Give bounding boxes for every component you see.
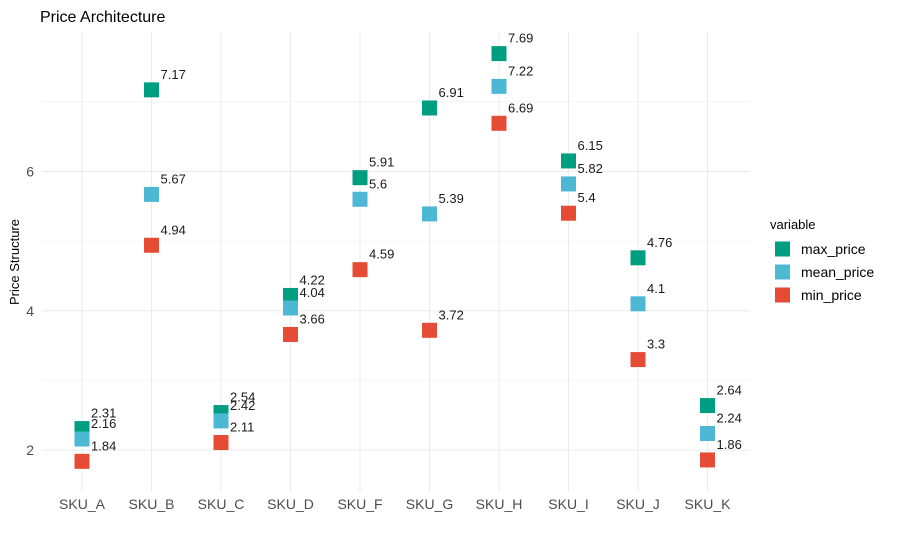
point-max_price <box>422 100 437 116</box>
point-min_price <box>630 352 646 368</box>
y-axis: 2 4 6 <box>26 163 34 458</box>
x-axis: SKU_A SKU_B SKU_C SKU_D SKU_F SKU_G SKU_H SKU_I… <box>59 496 731 512</box>
data-label-max_price: 6.15 <box>578 138 603 153</box>
data-label-min_price: 3.3 <box>647 337 665 352</box>
point-min_price <box>422 322 437 338</box>
data-label-max_price: 2.54 <box>230 390 255 405</box>
point-mean_price <box>491 78 507 94</box>
point-max_price <box>283 287 298 303</box>
x-tick-label: SKU_J <box>616 496 660 512</box>
y-axis-title: Price Structure <box>7 219 22 305</box>
point-min_price <box>700 452 715 468</box>
point-mean_price <box>422 206 437 222</box>
data-label-max_price: 2.64 <box>717 383 742 398</box>
data-label-min_price: 3.66 <box>300 311 325 326</box>
data-label-max_price: 7.17 <box>161 67 186 82</box>
point-min_price <box>561 205 576 221</box>
legend-label-min_price: min_price <box>801 287 862 303</box>
data-label-min_price: 5.4 <box>578 190 596 205</box>
y-tick-label: 4 <box>26 303 34 319</box>
point-mean_price <box>630 296 646 312</box>
data-points <box>74 46 715 469</box>
data-label-mean_price: 7.22 <box>508 63 533 78</box>
point-max_price <box>491 46 507 62</box>
data-label-min_price: 4.94 <box>161 222 186 237</box>
legend: variable max_price mean_price min_price <box>770 217 874 303</box>
point-mean_price <box>352 191 368 207</box>
data-label-max_price: 6.91 <box>439 85 464 100</box>
point-max_price <box>630 250 646 266</box>
legend-key-mean_price <box>775 264 790 280</box>
x-tick-label: SKU_H <box>476 496 523 512</box>
data-label-max_price: 4.22 <box>300 272 325 287</box>
point-min_price <box>144 237 159 253</box>
legend-label-mean_price: mean_price <box>801 264 874 280</box>
data-label-mean_price: 5.39 <box>439 191 464 206</box>
point-min_price <box>74 453 90 469</box>
data-label-max_price: 5.91 <box>369 155 394 170</box>
data-label-min_price: 6.69 <box>508 100 533 115</box>
data-label-mean_price: 5.82 <box>578 161 603 176</box>
point-mean_price <box>144 186 159 202</box>
point-min_price <box>213 435 229 451</box>
x-tick-label: SKU_A <box>59 496 106 512</box>
chart-title: Price Architecture <box>40 9 165 26</box>
y-tick-label: 6 <box>26 163 34 179</box>
legend-label-max_price: max_price <box>801 241 866 257</box>
point-mean_price <box>213 413 229 429</box>
point-max_price <box>700 398 715 414</box>
data-label-min_price: 3.72 <box>439 307 464 322</box>
x-tick-label: SKU_D <box>267 496 314 512</box>
point-max_price <box>352 170 368 186</box>
data-label-mean_price: 5.6 <box>369 176 387 191</box>
data-label-min_price: 1.84 <box>91 438 116 453</box>
data-label-mean_price: 4.1 <box>647 281 665 296</box>
point-mean_price <box>561 176 576 192</box>
data-label-mean_price: 2.24 <box>717 410 742 425</box>
data-label-mean_price: 5.67 <box>161 171 186 186</box>
x-tick-label: SKU_B <box>129 496 175 512</box>
point-max_price <box>144 82 159 98</box>
data-label-mean_price: 4.04 <box>300 285 325 300</box>
x-tick-label: SKU_I <box>548 496 588 512</box>
x-tick-label: SKU_C <box>198 496 245 512</box>
y-tick-label: 2 <box>26 442 34 458</box>
legend-key-min_price <box>775 287 790 303</box>
point-mean_price <box>700 425 715 441</box>
point-mean_price <box>74 431 90 447</box>
data-label-max_price: 4.76 <box>647 235 672 250</box>
data-label-min_price: 1.86 <box>717 437 742 452</box>
data-label-max_price: 2.31 <box>91 406 116 421</box>
data-label-mean_price: 2.42 <box>230 398 255 413</box>
point-min_price <box>491 115 507 131</box>
point-max_price <box>561 153 576 169</box>
data-label-max_price: 7.69 <box>508 31 533 46</box>
point-mean_price <box>283 300 298 316</box>
data-labels: 2.31 7.17 2.54 4.22 5.91 6.91 7.69 6.15 4.76 2.64… <box>91 31 742 454</box>
x-tick-label: SKU_G <box>406 496 453 512</box>
point-min_price <box>283 326 298 342</box>
point-min_price <box>352 262 368 278</box>
data-label-min_price: 2.11 <box>230 420 254 435</box>
data-label-min_price: 4.59 <box>369 247 394 262</box>
legend-key-max_price <box>775 241 790 257</box>
x-tick-label: SKU_K <box>685 496 732 512</box>
x-tick-label: SKU_F <box>337 496 382 512</box>
legend-title: variable <box>770 217 816 232</box>
data-label-mean_price: 2.16 <box>91 416 116 431</box>
